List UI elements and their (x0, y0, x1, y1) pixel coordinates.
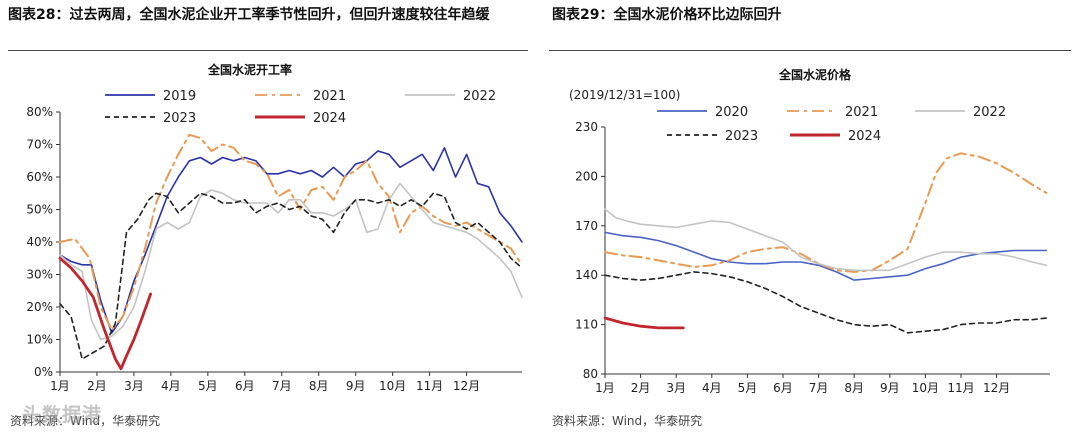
series-line-2024 (603, 316, 685, 330)
legend-label-2021: 2021 (845, 105, 878, 120)
legend-label-2022: 2022 (463, 89, 496, 104)
x-tick-label: 11月 (947, 381, 974, 395)
cement-price-chart: 全国水泥价格 (2019/12/31=100) 2020 2021 2022 2023 20… (569, 67, 1050, 395)
x-tick-label: 3月 (666, 381, 686, 395)
y-tick-label: 0% (34, 365, 53, 379)
x-tick-label: 3月 (124, 379, 144, 393)
x-tick-label: 4月 (161, 379, 181, 393)
x-tick-label: 8月 (844, 381, 864, 395)
chart-subtitle: (2019/12/31=100) (569, 88, 681, 102)
series-line-2022 (59, 182, 523, 341)
right-source-note: 资料来源：Wind，华泰研究 (552, 414, 703, 428)
x-tick-label: 12月 (453, 379, 480, 393)
y-tick-label: 30% (26, 268, 53, 282)
x-tick-label: 2月 (631, 381, 651, 395)
left-title-rule (8, 50, 528, 51)
series-line-2023 (59, 192, 523, 360)
watermark-logo: 头数据港 (22, 404, 103, 426)
legend-label-2021: 2021 (313, 89, 346, 104)
series-line-2022 (604, 208, 1048, 272)
y-tick-label: 200 (575, 169, 598, 183)
x-tick-label: 4月 (702, 381, 722, 395)
y-tick-label: 50% (26, 203, 53, 217)
series-line-2019 (59, 147, 523, 334)
x-tick-label: 8月 (309, 379, 329, 393)
x-tick-label: 1月 (50, 379, 70, 393)
x-tick-label: 7月 (809, 381, 829, 395)
y-tick-label: 80% (26, 105, 53, 119)
y-tick-label: 230 (575, 120, 598, 134)
series-line-2020 (604, 231, 1048, 281)
x-tick-label: 6月 (773, 381, 793, 395)
legend-label-2019: 2019 (163, 89, 196, 104)
legend-label-2023: 2023 (725, 129, 758, 144)
right-title-rule (549, 50, 1071, 51)
chart-title: 全国水泥开工率 (207, 62, 292, 77)
y-tick-label: 10% (26, 333, 53, 347)
legend-label-2020: 2020 (715, 105, 748, 120)
series-line-2021 (604, 152, 1048, 273)
y-tick-label: 40% (26, 235, 53, 249)
y-tick-label: 110 (575, 318, 598, 332)
y-tick-label: 60% (26, 170, 53, 184)
x-tick-label: 2月 (87, 379, 107, 393)
x-tick-label: 10月 (379, 379, 406, 393)
right-figure-title: 图表29：全国水泥价格环比边际回升 (552, 7, 782, 23)
x-tick-label: 9月 (346, 379, 366, 393)
y-tick-label: 80 (583, 367, 598, 381)
left-figure-title: 图表28：过去两周，全国水泥企业开工率季节性回升，但回升速度较往年趋缓 (8, 7, 490, 23)
x-tick-label: 6月 (235, 379, 255, 393)
x-tick-label: 7月 (272, 379, 292, 393)
series-line-2023 (604, 271, 1048, 334)
y-tick-label: 140 (575, 268, 598, 282)
left-source-note: 资料来源：Wind，华泰研究 (10, 414, 161, 428)
chart-title: 全国水泥价格 (778, 67, 852, 82)
y-tick-label: 20% (26, 300, 53, 314)
legend-label-2024: 2024 (848, 129, 881, 144)
legend-label-2024: 2024 (313, 111, 346, 126)
x-tick-label: 5月 (198, 379, 218, 393)
y-tick-label: 170 (575, 219, 598, 233)
x-tick-label: 10月 (912, 381, 939, 395)
x-tick-label: 5月 (738, 381, 758, 395)
series-line-2024 (58, 256, 152, 371)
series-line-2021 (59, 133, 523, 331)
x-tick-label: 11月 (416, 379, 443, 393)
legend-label-2023: 2023 (163, 111, 196, 126)
x-tick-label: 12月 (983, 381, 1010, 395)
x-tick-label: 9月 (880, 381, 900, 395)
y-tick-label: 70% (26, 138, 53, 152)
x-tick-label: 1月 (595, 381, 615, 395)
legend-label-2022: 2022 (973, 105, 1006, 120)
utilization-chart: 全国水泥开工率 2019 2021 2022 2023 2024 0% 10% 20% 30% 40… (26, 62, 523, 393)
